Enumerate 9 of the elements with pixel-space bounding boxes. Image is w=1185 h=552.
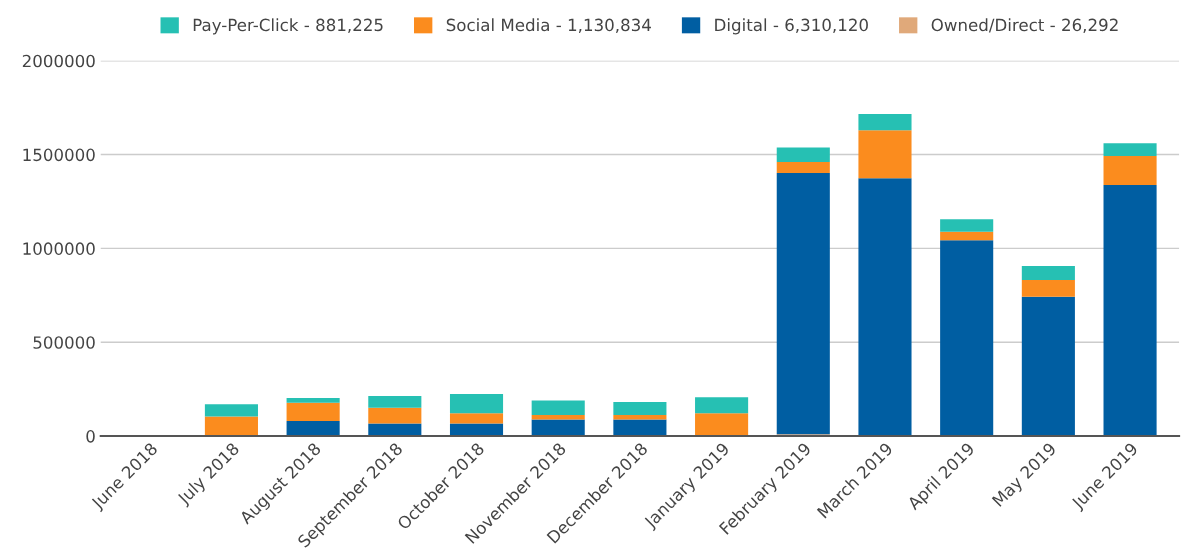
y-tick-label: 1500000 [23, 148, 95, 162]
legend-label: Owned/Direct - 26,292 [931, 18, 1118, 33]
y-tick-label: 0 [86, 430, 95, 443]
legend-label: Digital - 6,310,120 [715, 18, 868, 35]
legend-label: Social Media - 1,130,834 [446, 18, 651, 33]
y-tick-label: 2000000 [22, 54, 95, 68]
y-tick-label: 1000000 [23, 242, 95, 255]
y-tick-label: 500000 [33, 336, 95, 349]
legend-label: Pay-Per-Click - 881,225 [193, 18, 383, 35]
